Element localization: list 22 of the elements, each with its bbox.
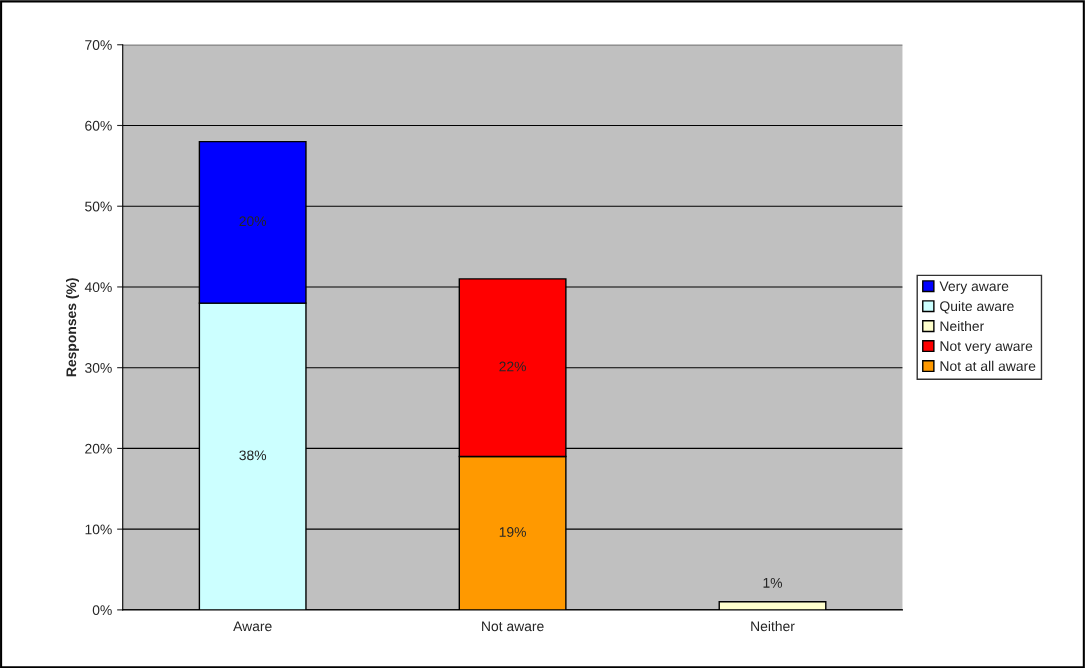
- x-tick-label: Aware: [233, 621, 272, 632]
- y-tick-label: 60%: [85, 120, 112, 131]
- legend-label: Neither: [940, 320, 984, 332]
- y-axis-title: Responses (%): [66, 278, 79, 377]
- y-tick-label: 10%: [85, 524, 112, 535]
- x-tick-label: Neither: [751, 621, 795, 632]
- y-tick-label: 20%: [85, 443, 112, 454]
- legend-label: Very aware: [939, 281, 1009, 294]
- y-tick-label: 70%: [85, 40, 112, 50]
- y-tick-label: 50%: [85, 201, 112, 212]
- x-tick-label: Not aware: [482, 621, 544, 632]
- legend-label: Not at all aware: [940, 360, 1036, 372]
- legend-label: Quite aware: [940, 300, 1014, 314]
- data-label: 1%: [763, 577, 783, 588]
- y-tick-label: 40%: [84, 282, 112, 293]
- y-tick-label: 0%: [92, 605, 112, 616]
- y-tick-label: 30%: [85, 363, 112, 373]
- data-label: 38%: [239, 450, 267, 461]
- legend-label: Not very aware: [940, 341, 1033, 354]
- data-label: 19%: [499, 527, 526, 537]
- data-label: 22%: [499, 361, 526, 372]
- data-label: 20%: [239, 216, 267, 227]
